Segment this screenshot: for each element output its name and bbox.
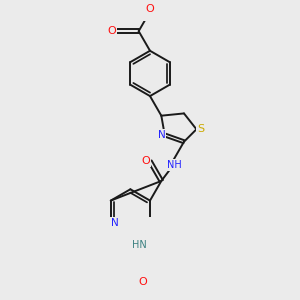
- Text: N: N: [158, 130, 165, 140]
- Text: O: O: [141, 156, 150, 167]
- Text: NH: NH: [167, 160, 182, 170]
- Text: N: N: [111, 218, 119, 228]
- Text: S: S: [197, 124, 204, 134]
- Text: HN: HN: [132, 240, 147, 250]
- Text: O: O: [107, 26, 116, 36]
- Text: O: O: [139, 277, 147, 287]
- Text: O: O: [146, 4, 154, 14]
